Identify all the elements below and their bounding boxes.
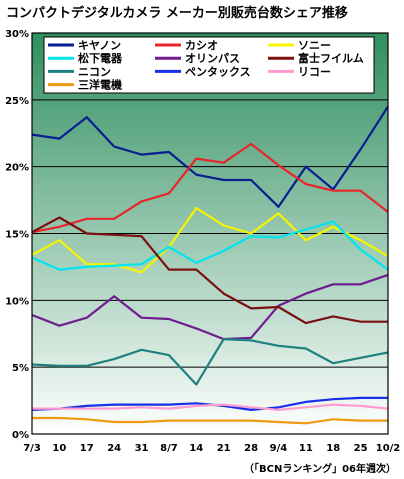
x-tick-label: 11: [299, 443, 313, 454]
legend-label: 松下電器: [78, 51, 123, 65]
legend-box: [43, 36, 375, 94]
legend-label: 三洋電機: [78, 78, 122, 92]
x-tick-label: 21: [217, 443, 231, 454]
x-tick-label: 7/3: [23, 443, 41, 454]
legend-label: 富士フイルム: [298, 51, 364, 65]
x-tick-label: 25: [354, 443, 368, 454]
legend-label: ソニー: [298, 39, 331, 52]
series-line: [31, 216, 388, 325]
y-tick-label: 10%: [5, 296, 29, 307]
legend-label: カシオ: [185, 39, 218, 52]
legend-label: ニコン: [78, 65, 111, 78]
series-line: [31, 220, 389, 271]
legend-label: ペンタックス: [185, 65, 251, 78]
x-tick-label: 14: [189, 443, 203, 454]
x-tick-label: 10: [52, 443, 66, 454]
legend-label: リコー: [298, 65, 331, 78]
series-line: [32, 416, 388, 425]
x-tick-label: 18: [326, 443, 340, 454]
chart-title: コンパクトデジタルカメラ メーカー別販売台数シェア推移: [6, 5, 348, 21]
y-tick-label: 15%: [5, 230, 29, 241]
y-tick-label: 25%: [5, 96, 29, 107]
x-tick-label: 24: [107, 443, 121, 454]
series-line: [31, 207, 389, 274]
x-tick-label: 28: [244, 443, 258, 454]
series-line: [31, 273, 389, 341]
legend-label: キヤノン: [78, 39, 121, 52]
x-tick-label: 8/7: [160, 443, 178, 454]
series-line: [31, 338, 389, 386]
x-tick-label: 9/4: [270, 443, 288, 454]
legend-label: オリンパス: [185, 52, 240, 65]
series-line: [31, 142, 389, 234]
series-line: [31, 105, 389, 208]
x-tick-label: 17: [80, 443, 94, 454]
x-tick-label: 10/2: [376, 443, 401, 454]
y-tick-label: 0%: [12, 430, 29, 441]
plot-border: [31, 32, 389, 435]
series-line: [32, 403, 389, 411]
x-tick-label: 31: [135, 443, 149, 454]
plot-area: 0% 5% 10% 15% 20% 25% 30% 7/3 10 17 24 31 8/7 14 21 28 9…: [5, 29, 400, 454]
y-tick-label: 30%: [5, 29, 29, 40]
y-tick-label: 20%: [5, 163, 29, 174]
y-tick-label: 5%: [12, 363, 29, 374]
source-note: （「BCNランキング」06年週次）: [244, 462, 396, 475]
